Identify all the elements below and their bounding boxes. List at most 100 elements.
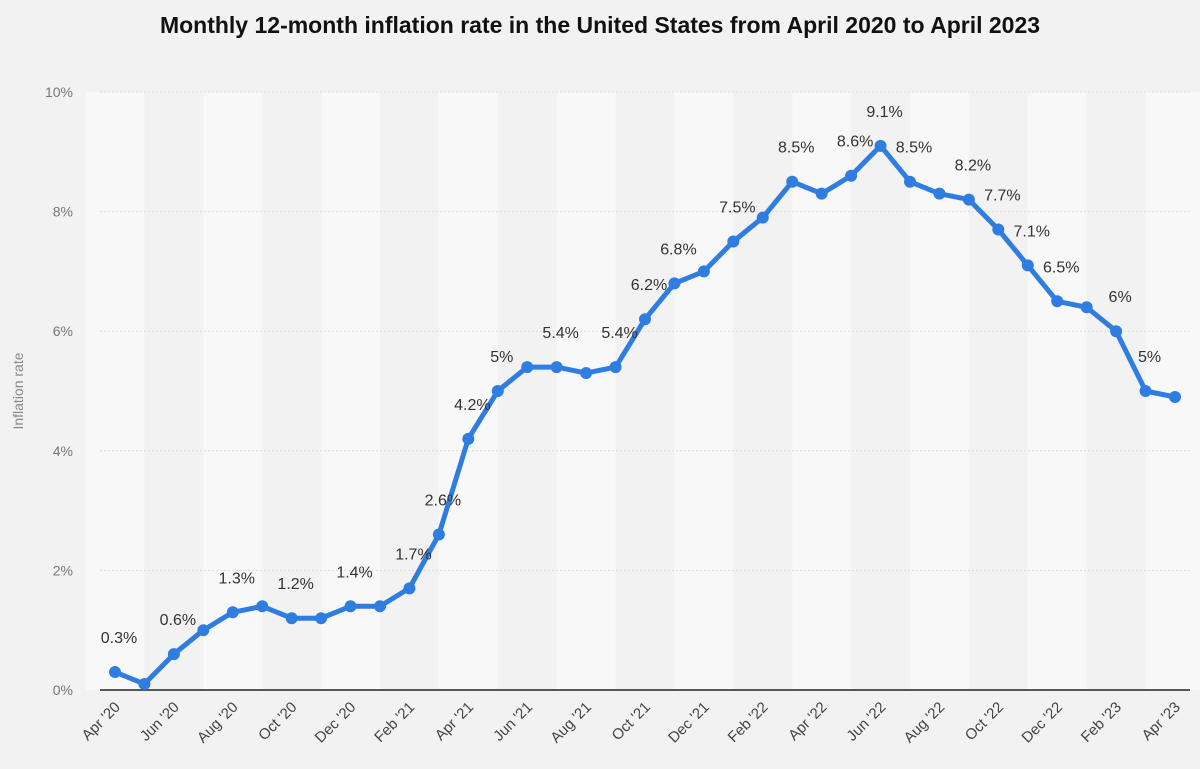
x-tick-label: Apr '22	[785, 699, 830, 744]
data-label: 8.6%	[837, 134, 873, 151]
x-tick-label: Dec '21	[665, 699, 713, 747]
y-tick-label: 6%	[53, 323, 73, 339]
data-label: 5.4%	[542, 325, 578, 342]
data-label: 5%	[1138, 349, 1161, 366]
data-label: 6%	[1109, 289, 1132, 306]
y-tick-label: 10%	[45, 84, 73, 100]
data-point[interactable]	[1051, 295, 1064, 308]
data-point[interactable]	[315, 612, 328, 625]
data-label: 8.5%	[778, 140, 814, 157]
data-point[interactable]	[374, 600, 386, 613]
data-point[interactable]	[697, 265, 710, 278]
data-label: 6.2%	[631, 277, 667, 294]
x-tick-label: Aug '20	[194, 699, 242, 747]
data-point[interactable]	[874, 139, 887, 152]
data-point[interactable]	[845, 169, 858, 182]
data-label: 1.2%	[277, 576, 313, 593]
x-tick-label: Jun '21	[490, 699, 536, 745]
x-tick-label: Apr '23	[1139, 699, 1184, 744]
background-stripe	[321, 92, 380, 690]
data-point[interactable]	[756, 211, 769, 224]
y-axis-ticks: 0% 2% 4% 6% 8% 10%	[45, 84, 73, 698]
y-tick-label: 8%	[53, 204, 73, 220]
data-points	[109, 139, 1181, 691]
data-label: 4.2%	[454, 397, 490, 414]
y-tick-label: 4%	[53, 443, 73, 459]
x-axis-ticks: Apr '20 Jun '20 Aug '20 Oct '20 Dec '20 Feb '…	[79, 699, 1184, 747]
background-stripe	[674, 92, 734, 690]
background-stripe	[203, 92, 263, 690]
data-label: 0.6%	[160, 612, 196, 629]
data-label: 5%	[490, 349, 513, 366]
data-point[interactable]	[639, 313, 651, 326]
x-tick-label: Apr '21	[432, 699, 477, 744]
x-tick-label: Oct '22	[962, 699, 1007, 744]
x-tick-label: Jun '22	[843, 699, 889, 745]
x-tick-label: Feb '23	[1078, 699, 1125, 746]
data-label: 1.4%	[336, 564, 372, 581]
data-label: 8.5%	[896, 140, 932, 157]
x-tick-label: Jun '20	[137, 699, 183, 745]
data-point[interactable]	[992, 223, 1005, 236]
data-point[interactable]	[197, 624, 210, 637]
data-point[interactable]	[403, 582, 416, 595]
data-point[interactable]	[109, 666, 121, 679]
data-point[interactable]	[815, 187, 828, 200]
data-label: 6.5%	[1043, 259, 1079, 276]
data-point[interactable]	[138, 678, 151, 691]
data-point[interactable]	[580, 367, 593, 380]
x-tick-label: Aug '21	[547, 699, 595, 747]
data-point[interactable]	[727, 235, 740, 248]
data-point[interactable]	[344, 600, 357, 613]
data-point[interactable]	[668, 277, 681, 290]
x-tick-label: Dec '22	[1018, 699, 1066, 747]
y-tick-label: 0%	[53, 682, 73, 698]
data-labels: 0.3% 0.6% 1.3% 1.2% 1.4% 1.7% 2.6% 4.2% 5% 5.4% 5.…	[101, 104, 1161, 647]
data-point[interactable]	[462, 432, 475, 445]
data-point[interactable]	[904, 175, 916, 188]
x-tick-label: Apr '20	[79, 699, 124, 744]
data-label: 8.2%	[955, 158, 991, 175]
background-stripe	[556, 92, 616, 690]
background-stripe	[438, 92, 498, 690]
data-label: 5.4%	[601, 325, 637, 342]
gridlines	[100, 91, 1190, 571]
data-label: 1.3%	[219, 570, 255, 587]
data-point[interactable]	[226, 606, 239, 619]
data-point[interactable]	[933, 187, 946, 200]
data-point[interactable]	[786, 175, 799, 188]
background-stripe	[910, 92, 969, 690]
y-tick-label: 2%	[53, 562, 73, 578]
x-tick-label: Feb '22	[725, 699, 772, 746]
data-point[interactable]	[1169, 390, 1181, 403]
data-label: 1.7%	[395, 546, 431, 563]
data-point[interactable]	[1139, 385, 1152, 397]
data-point[interactable]	[285, 612, 298, 625]
background-stripe	[1027, 92, 1087, 690]
data-point[interactable]	[1080, 301, 1093, 314]
data-label: 7.7%	[984, 188, 1020, 205]
y-axis-label: Inflation rate	[10, 352, 26, 429]
data-point[interactable]	[521, 361, 534, 374]
data-point[interactable]	[491, 385, 504, 397]
data-label: 7.5%	[719, 200, 755, 217]
data-label: 0.3%	[101, 630, 137, 647]
data-label: 2.6%	[425, 493, 461, 510]
data-point[interactable]	[609, 361, 622, 374]
x-tick-label: Oct '20	[255, 699, 300, 744]
data-label: 6.8%	[660, 241, 696, 258]
data-point[interactable]	[167, 648, 180, 661]
x-tick-label: Feb '21	[371, 699, 418, 746]
data-point[interactable]	[962, 193, 975, 206]
background-stripe	[85, 92, 145, 690]
data-point[interactable]	[432, 528, 445, 541]
data-point[interactable]	[256, 600, 269, 613]
data-point[interactable]	[550, 361, 563, 374]
background-stripes	[85, 92, 1200, 690]
chart-title: Monthly 12-month inflation rate in the U…	[159, 12, 1041, 38]
data-point[interactable]	[1021, 259, 1034, 272]
x-tick-label: Aug '22	[901, 699, 949, 747]
data-point[interactable]	[1110, 325, 1123, 338]
